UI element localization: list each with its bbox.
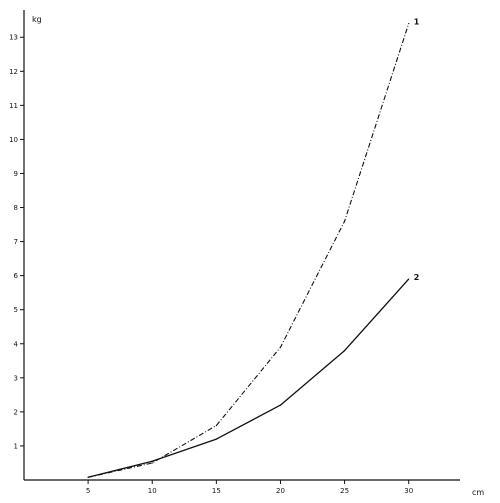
series-group: 12 [87,18,420,478]
y-tick-label: 10 [9,136,18,144]
x-tick-label: 15 [212,487,221,495]
axes [23,10,460,481]
y-tick-label: 3 [14,374,18,382]
data-point [408,278,410,280]
y-tick-label: 6 [14,272,19,280]
series-line-1 [87,23,410,478]
y-tick-label: 4 [14,340,19,348]
x-axis-unit: cm [472,488,484,497]
series-label-1: 1 [414,18,420,27]
data-point [408,23,410,25]
data-point [87,476,89,478]
x-tick-label: 25 [340,487,349,495]
x-tick-label: 30 [404,487,413,495]
series-label-2: 2 [414,273,420,282]
y-tick-label: 9 [14,170,18,178]
data-point [215,424,217,427]
data-point [279,404,282,406]
y-tick-label: 5 [14,306,18,314]
y-tick-label: 8 [14,204,18,212]
x-tick-label: 5 [86,487,90,495]
data-point [343,220,346,222]
data-point [151,462,153,464]
data-point [279,346,282,348]
y-tick-label: 13 [9,34,18,42]
x-tick-label: 10 [148,487,157,495]
data-point [343,349,346,352]
y-tick-label: 1 [14,442,18,450]
y-axis-unit: kg [32,15,42,24]
x-tick-label: 20 [276,487,285,495]
series-line-2 [87,278,410,478]
data-point [215,438,217,440]
y-tick-label: 11 [9,102,18,110]
y-tick-label: 2 [14,408,18,416]
y-tick-label: 12 [9,68,18,76]
y-tick-label: 7 [14,238,18,246]
data-point [151,460,153,462]
